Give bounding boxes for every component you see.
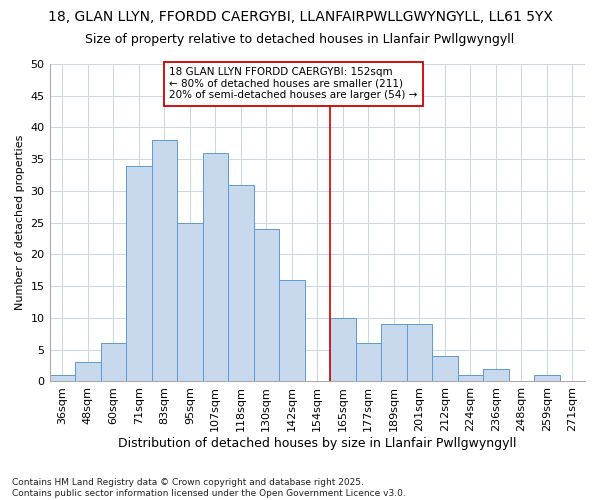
Bar	[152, 140, 177, 382]
Bar	[228, 184, 254, 382]
Bar	[458, 375, 483, 382]
Bar	[126, 166, 152, 382]
Bar	[203, 153, 228, 382]
Bar	[534, 375, 560, 382]
Bar	[50, 375, 75, 382]
Bar	[279, 280, 305, 382]
Text: 18 GLAN LLYN FFORDD CAERGYBI: 152sqm
← 80% of detached houses are smaller (211)
: 18 GLAN LLYN FFORDD CAERGYBI: 152sqm ← 8…	[169, 67, 418, 100]
Bar	[356, 344, 381, 382]
X-axis label: Distribution of detached houses by size in Llanfair Pwllgwyngyll: Distribution of detached houses by size …	[118, 437, 517, 450]
Text: 18, GLAN LLYN, FFORDD CAERGYBI, LLANFAIRPWLLGWYNGYLL, LL61 5YX: 18, GLAN LLYN, FFORDD CAERGYBI, LLANFAIR…	[47, 10, 553, 24]
Bar	[407, 324, 432, 382]
Text: Contains HM Land Registry data © Crown copyright and database right 2025.
Contai: Contains HM Land Registry data © Crown c…	[12, 478, 406, 498]
Bar	[432, 356, 458, 382]
Bar	[177, 222, 203, 382]
Bar	[381, 324, 407, 382]
Bar	[75, 362, 101, 382]
Bar	[330, 318, 356, 382]
Bar	[483, 369, 509, 382]
Text: Size of property relative to detached houses in Llanfair Pwllgwyngyll: Size of property relative to detached ho…	[85, 32, 515, 46]
Y-axis label: Number of detached properties: Number of detached properties	[15, 135, 25, 310]
Bar	[254, 229, 279, 382]
Bar	[101, 344, 126, 382]
